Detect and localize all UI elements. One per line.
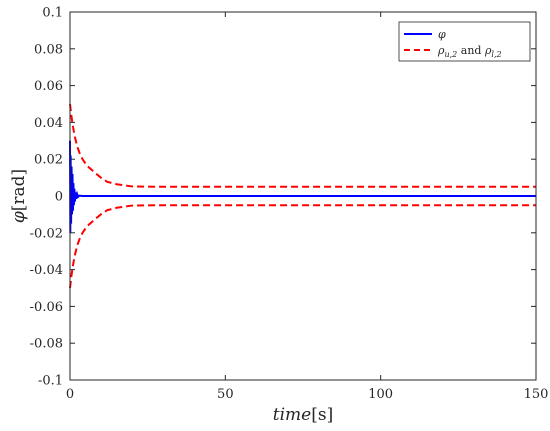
axes-box [69, 11, 537, 381]
series-line-0 [69, 140, 536, 233]
legend: φ ρu,2 and ρl,2 [398, 21, 531, 62]
x-tick-label: 100 [368, 387, 393, 402]
x-tick-label: 0 [66, 387, 74, 402]
axis-ticks: 0 50 100 150 -0.1 -0.08 -0.06 -0.04 -0.02 0 0.02 0.… [30, 6, 549, 403]
legend-bounds-rho-l: ρ [484, 44, 492, 57]
series-line-2 [69, 204, 536, 289]
y-tick-label: 0 [55, 190, 63, 205]
y-axis-label-unit: [rad] [9, 169, 29, 211]
legend-box [398, 21, 531, 62]
x-tick-label: 50 [217, 387, 234, 402]
y-tick-label: 0.02 [34, 153, 63, 168]
y-axis-label: φ[rad] [9, 169, 29, 223]
x-axis-label-var: time [273, 405, 311, 425]
legend-label-phi: φ [438, 28, 446, 41]
y-tick-label: -0.02 [30, 226, 63, 241]
legend-label-bounds: ρu,2 and ρl,2 [437, 44, 502, 59]
y-tick-label: -0.1 [38, 374, 63, 389]
y-tick-label: -0.08 [30, 337, 63, 352]
y-tick-label: 0.04 [34, 116, 63, 131]
y-axis-label-var: φ [9, 211, 29, 223]
y-tick-label: -0.06 [30, 300, 63, 315]
y-tick-label: 0.06 [34, 79, 63, 94]
legend-bounds-sub-u: u,2 [444, 50, 457, 59]
x-axis-label-unit: [s] [311, 405, 333, 425]
x-axis-label: time[s] [273, 405, 333, 425]
y-tick-label: 0.08 [34, 42, 63, 57]
y-tick-label: 0.1 [42, 6, 63, 21]
legend-bounds-rho-u: ρ [437, 44, 445, 57]
series-line-1 [69, 103, 536, 188]
y-tick-label: -0.04 [30, 263, 63, 278]
series-lines [69, 103, 536, 289]
legend-bounds-sub-l: l,2 [491, 50, 501, 59]
legend-bounds-and: and [457, 44, 485, 57]
x-tick-label: 150 [524, 387, 549, 402]
